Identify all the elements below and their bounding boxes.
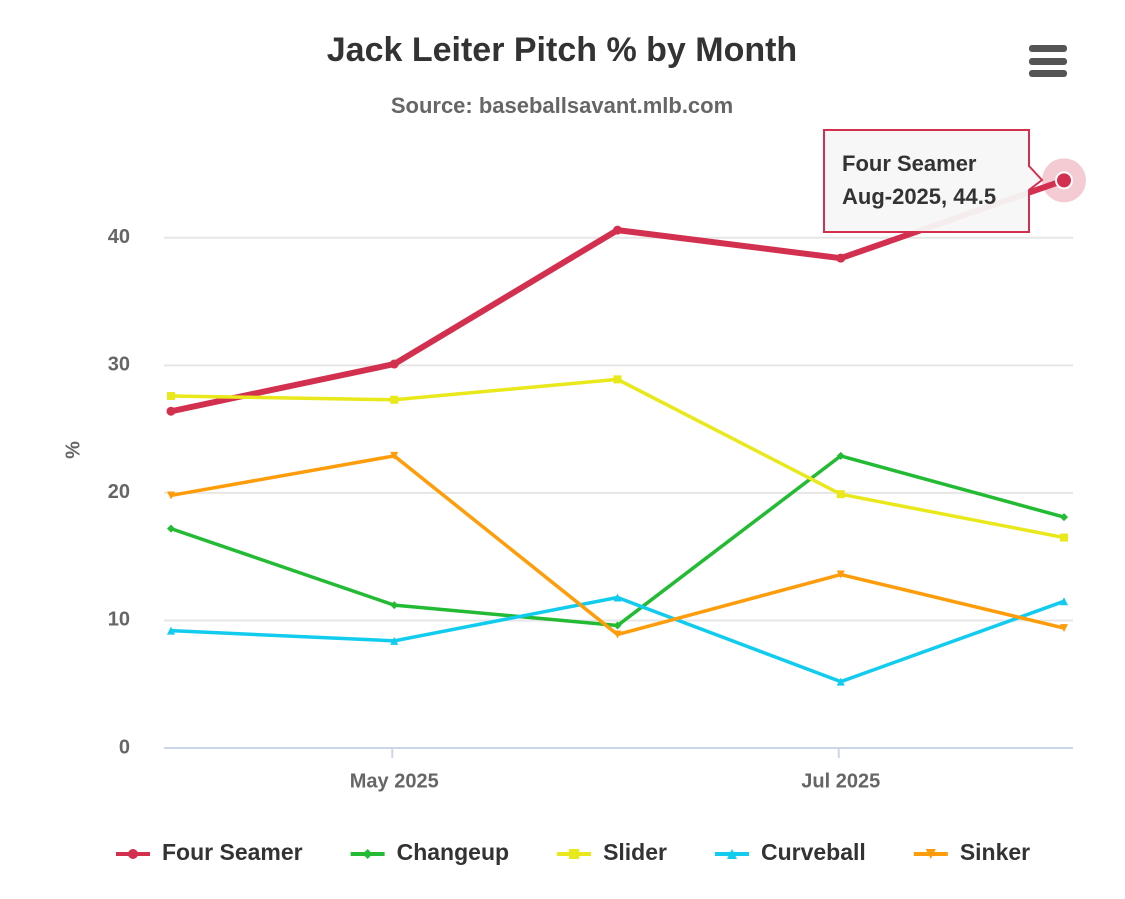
point	[167, 491, 175, 500]
point	[569, 849, 580, 859]
y-tick-label: 20	[108, 481, 130, 503]
legend-label: Slider	[603, 839, 667, 865]
tooltip-value: Aug-2025, 44.5	[842, 184, 996, 209]
legend-item[interactable]: Curveball	[714, 839, 866, 865]
menu-button[interactable]	[1029, 45, 1067, 77]
point	[836, 677, 845, 686]
point	[167, 391, 175, 400]
series-line	[170, 595, 1065, 684]
point	[613, 375, 622, 384]
tooltip-x: Aug-2025	[842, 184, 941, 209]
legend-label: Changeup	[397, 839, 509, 865]
point	[613, 593, 622, 602]
menu-bar	[1029, 58, 1067, 65]
tooltip-series: Four Seamer	[842, 151, 977, 176]
point	[1060, 597, 1068, 606]
point	[128, 849, 138, 859]
chart-title: Jack Leiter Pitch % by Month	[327, 31, 797, 69]
point	[836, 490, 845, 499]
legend-label: Curveball	[761, 839, 866, 865]
y-tick-label: 10	[108, 609, 130, 631]
point	[167, 626, 175, 635]
x-tick-label: May 2025	[350, 770, 439, 792]
legend-label: Sinker	[960, 839, 1030, 865]
tooltip-y: 44.5	[953, 184, 996, 209]
menu-bar	[1029, 70, 1067, 77]
point	[613, 621, 622, 630]
point	[390, 636, 399, 645]
point	[1060, 624, 1068, 633]
y-tick-label: 40	[108, 226, 130, 248]
point	[613, 225, 622, 235]
point	[836, 570, 845, 579]
chart-subtitle: Source: baseballsavant.mlb.com	[391, 93, 733, 118]
y-tick-label: 30	[108, 354, 130, 376]
point	[836, 451, 845, 460]
point	[1060, 533, 1068, 542]
point	[613, 630, 622, 639]
point	[836, 253, 846, 263]
point	[390, 451, 399, 460]
point	[166, 406, 176, 416]
menu-bar	[1029, 45, 1067, 52]
point	[362, 849, 373, 859]
series-line	[170, 454, 1065, 637]
point	[167, 524, 175, 533]
legend-item[interactable]: Sinker	[913, 839, 1030, 865]
legend-label: Four Seamer	[162, 839, 303, 865]
y-axis-title: %	[62, 441, 84, 459]
x-tick-label: Jul 2025	[801, 770, 880, 792]
point	[1060, 513, 1068, 522]
tooltip: Four Seamer Aug-2025, 44.5	[823, 129, 1044, 233]
legend-item[interactable]: Four Seamer	[116, 839, 303, 865]
point	[389, 359, 399, 369]
point	[390, 601, 399, 610]
tooltip-box	[823, 129, 1044, 233]
hover-point	[1055, 171, 1073, 190]
series-line	[170, 377, 1065, 540]
legend-item[interactable]: Changeup	[350, 839, 509, 865]
legend-item[interactable]: Slider	[557, 839, 667, 865]
point	[390, 395, 399, 404]
y-tick-label: 0	[119, 736, 130, 758]
point	[925, 849, 936, 859]
point	[726, 849, 737, 859]
